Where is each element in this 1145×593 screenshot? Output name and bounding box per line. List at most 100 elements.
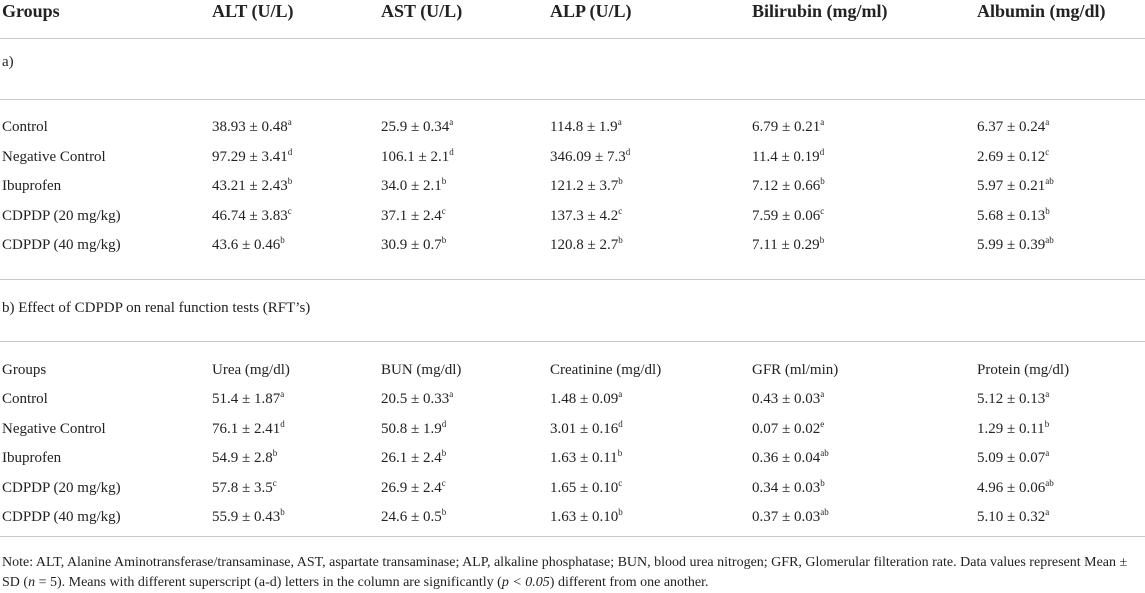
significance-superscript: c (441, 477, 446, 488)
table-bottom-rule (0, 536, 1145, 537)
significance-superscript: b (1045, 205, 1050, 216)
significance-superscript: b (280, 235, 285, 245)
b-row-4-col-5: 5.10 ± 0.32a (977, 508, 1049, 526)
a-row-2-col-3: 121.2 ± 3.7b (550, 177, 623, 195)
value: 5.97 ± 0.21 (977, 178, 1046, 194)
significance-superscript: c (272, 477, 277, 488)
header-albumin: Albumin (mg/dl) (977, 1, 1106, 21)
a-row-1-col-2: 106.1 ± 2.1d (381, 146, 454, 166)
value: 46.74 ± 3.83 (212, 207, 288, 224)
b-row-0-col-2: 20.5 ± 0.33a (381, 390, 453, 408)
b-row-3-col-2: 26.9 ± 2.4c (381, 477, 446, 497)
significance-superscript: a (1045, 117, 1050, 127)
value: 76.1 ± 2.41 (212, 420, 281, 437)
b-header-creatinine: Creatinine (mg/dl) (550, 362, 662, 378)
significance-superscript: b (272, 448, 278, 458)
header-alp: ALP (U/L) (550, 1, 632, 21)
a-row-3-col-5: 5.68 ± 0.13b (977, 205, 1050, 225)
value: 34.0 ± 2.1 (381, 178, 442, 194)
value: 50.8 ± 1.9 (381, 420, 442, 437)
a-row-4-col-1: 43.6 ± 0.46b (212, 236, 285, 254)
value: 26.9 ± 2.4 (381, 479, 442, 496)
a-row-0-col-1: 38.93 ± 0.48a (212, 118, 292, 136)
a-row-1-col-5: 2.69 ± 0.12c (977, 146, 1050, 166)
significance-superscript: ab (1045, 477, 1054, 488)
value: 43.21 ± 2.43 (212, 178, 288, 194)
a-row-1-col-3: 346.09 ± 7.3d (550, 147, 630, 166)
section-a-bottom-rule (0, 279, 1145, 280)
value: 54.9 ± 2.8 (212, 450, 273, 466)
value: 7.11 ± 0.29 (752, 237, 820, 253)
value: 2.69 ± 0.12 (977, 148, 1046, 165)
value: 7.12 ± 0.66 (752, 178, 821, 194)
significance-superscript: a (1045, 507, 1050, 517)
a-row-1-col-1: 97.29 ± 3.41d (212, 147, 292, 166)
significance-superscript: c (1045, 146, 1050, 157)
value: 120.8 ± 2.7 (550, 237, 619, 253)
significance-superscript: b (618, 507, 623, 517)
a-row-0-group: Control (2, 119, 48, 135)
value: 137.3 ± 4.2 (550, 207, 619, 224)
b-row-0-col-4: 0.43 ± 0.03a (752, 390, 824, 408)
b-header-bun: BUN (mg/dl) (381, 362, 462, 378)
b-row-2-col-5: 5.09 ± 0.07a (977, 449, 1049, 467)
b-row-3-col-5: 4.96 ± 0.06ab (977, 477, 1054, 497)
b-row-3-group: CDPDP (20 mg/kg) (2, 479, 121, 496)
significance-superscript: d (618, 418, 623, 429)
significance-superscript: d (449, 146, 454, 157)
a-row-3-group: CDPDP (20 mg/kg) (2, 207, 121, 224)
value: 38.93 ± 0.48 (212, 119, 288, 135)
significance-superscript: d (441, 418, 447, 429)
b-row-2-col-1: 54.9 ± 2.8b (212, 449, 277, 467)
value: 20.5 ± 0.33 (381, 391, 450, 407)
header-groups: Groups (2, 1, 60, 21)
significance-superscript: a (280, 389, 285, 399)
significance-superscript: a (618, 389, 623, 399)
section-b-rule (0, 341, 1145, 342)
significance-superscript: ab (820, 507, 829, 517)
a-row-0-col-4: 6.79 ± 0.21a (752, 118, 824, 136)
value: 5.09 ± 0.07 (977, 450, 1046, 466)
significance-superscript: b (618, 235, 623, 245)
b-header-gfr: GFR (ml/min) (752, 362, 839, 378)
b-row-2-group: Ibuprofen (2, 450, 62, 466)
a-row-2-group: Ibuprofen (2, 178, 62, 194)
significance-superscript: c (618, 205, 623, 216)
significance-superscript: c (618, 477, 623, 488)
a-row-0-col-3: 114.8 ± 1.9a (550, 118, 622, 136)
header-ast: AST (U/L) (381, 1, 463, 21)
a-row-2-col-1: 43.21 ± 2.43b (212, 177, 292, 195)
value: 43.6 ± 0.46 (212, 237, 281, 253)
b-row-0-col-1: 51.4 ± 1.87a (212, 390, 284, 408)
value: 1.65 ± 0.10 (550, 479, 619, 496)
value: 114.8 ± 1.9 (550, 119, 618, 135)
value: 24.6 ± 0.5 (381, 509, 442, 525)
significance-superscript: b (280, 507, 285, 517)
value: 30.9 ± 0.7 (381, 237, 442, 253)
value: 3.01 ± 0.16 (550, 420, 619, 437)
a-row-4-group: CDPDP (40 mg/kg) (2, 237, 121, 253)
significance-superscript: a (820, 389, 825, 399)
significance-superscript: ab (1045, 235, 1054, 245)
significance-superscript: a (617, 117, 622, 127)
note-part1: Note: ALT, Alanine Aminotransferase/tran… (2, 555, 1128, 590)
value: 57.8 ± 3.5 (212, 479, 273, 496)
value: 1.63 ± 0.11 (550, 450, 618, 466)
value: 6.79 ± 0.21 (752, 119, 821, 135)
value: 346.09 ± 7.3 (550, 148, 626, 165)
value: 5.12 ± 0.13 (977, 391, 1046, 407)
a-row-0-col-2: 25.9 ± 0.34a (381, 118, 453, 136)
a-row-3-col-3: 137.3 ± 4.2c (550, 205, 623, 225)
b-row-3-col-4: 0.34 ± 0.03b (752, 478, 825, 497)
value: 0.07 ± 0.02 (752, 420, 821, 437)
b-row-2-col-2: 26.1 ± 2.4b (381, 449, 446, 467)
header-rule (0, 38, 1145, 39)
significance-superscript: b (287, 176, 293, 186)
value: 97.29 ± 3.41 (212, 148, 288, 165)
b-row-1-col-2: 50.8 ± 1.9d (381, 418, 447, 438)
header-bilirubin: Bilirubin (mg/ml) (752, 1, 888, 21)
b-header-protein: Protein (mg/dl) (977, 362, 1070, 378)
significance-superscript: b (441, 176, 447, 186)
a-row-4-col-2: 30.9 ± 0.7b (381, 236, 446, 254)
